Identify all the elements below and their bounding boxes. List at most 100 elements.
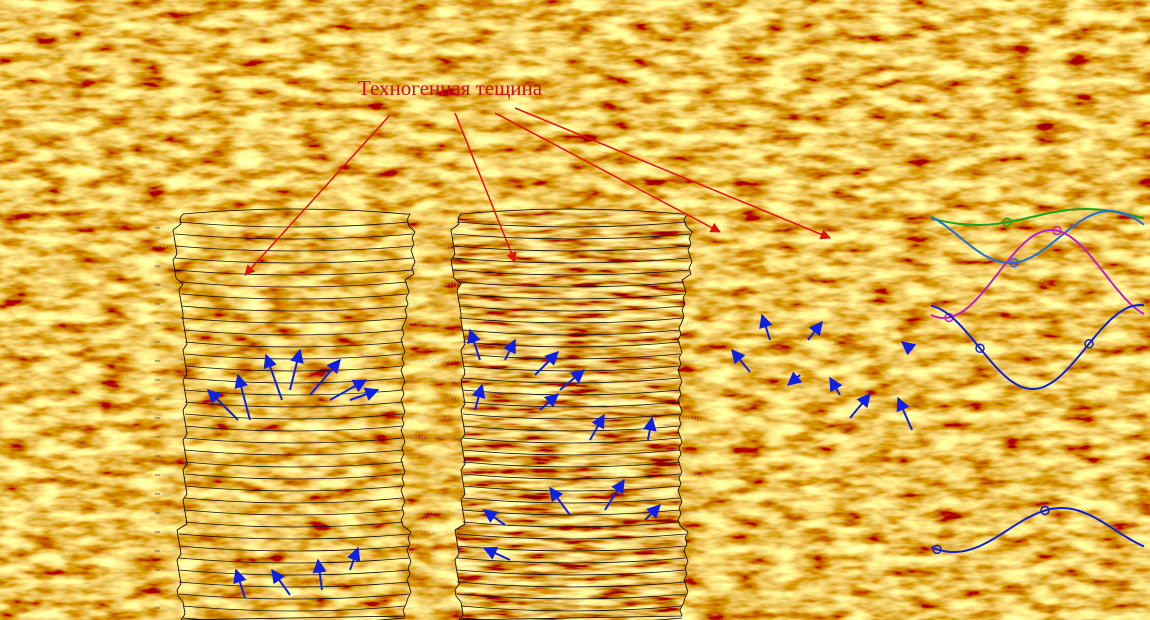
feature-arrow	[263, 353, 283, 401]
axis-right: 74	[695, 188, 707, 199]
curve-name: AC_к	[806, 140, 830, 151]
radii-title: Радиусы	[32, 9, 113, 34]
feature-arrow	[482, 546, 511, 561]
color-scale	[712, 164, 925, 173]
pick-point	[1040, 505, 1050, 516]
title-axis-unit: DEG	[1026, 122, 1048, 133]
ring-line	[178, 221, 410, 228]
scale-min: 72	[6, 152, 18, 163]
ring-line	[180, 293, 408, 300]
ring-line	[462, 353, 681, 360]
annotation: Техногенная тещина	[358, 76, 543, 100]
axis-min: 0	[712, 177, 718, 188]
ring-line	[462, 329, 681, 336]
ring-line	[458, 317, 685, 324]
axis-max: 360	[908, 177, 925, 188]
scale-max: 1300	[411, 164, 434, 175]
feature-arrow	[312, 558, 327, 591]
annotation-arrow	[244, 114, 391, 276]
ring-line	[462, 461, 681, 468]
axis-min: 0	[6, 177, 12, 188]
ring-line	[184, 449, 404, 456]
scale-max: 1300	[903, 152, 926, 163]
feature-arrow	[896, 396, 913, 431]
pick-point	[932, 544, 942, 555]
track-title: Профиль (114°)	[259, 151, 332, 163]
annotation-arrow	[494, 112, 721, 233]
feature-arrow	[539, 393, 560, 411]
ring-line	[178, 593, 410, 600]
ring-line	[174, 257, 414, 264]
ring-line	[456, 581, 687, 588]
sinusoids	[930, 208, 1145, 555]
title-axis-min: 0	[930, 122, 936, 133]
ring-line	[184, 329, 404, 336]
pick-point	[1084, 339, 1094, 349]
scale-min: 500	[437, 164, 454, 175]
ring-line	[184, 437, 404, 444]
ring-line	[452, 245, 691, 252]
curve-name: AC_к	[1025, 140, 1049, 151]
ring-line	[462, 341, 681, 348]
title-axis-max: 360	[1129, 122, 1146, 133]
color-scale	[436, 177, 707, 186]
ring-line	[182, 605, 406, 612]
ring-line	[456, 557, 687, 564]
sinusoid	[930, 228, 1145, 320]
ring-line	[178, 569, 410, 576]
ring-line	[184, 341, 404, 348]
amplitude-image	[709, 208, 929, 620]
arrows	[207, 107, 917, 599]
axis-unit: DEG	[67, 177, 89, 188]
ring-line	[184, 521, 404, 528]
ring-line	[452, 233, 691, 240]
feature-arrow	[347, 546, 361, 571]
pick-point	[1052, 225, 1062, 236]
sinusoid	[930, 507, 1145, 553]
ring-line	[180, 281, 408, 288]
scale-max: 1300	[684, 164, 707, 175]
feature-arrow	[642, 416, 657, 441]
ring-line	[462, 473, 681, 480]
profile-image	[451, 209, 692, 620]
ring-line	[462, 497, 681, 504]
ring-line	[178, 533, 410, 540]
feature-arrow	[829, 376, 843, 396]
feature-arrow	[482, 509, 506, 526]
sinusoid	[930, 303, 1145, 391]
feature-arrow	[234, 373, 251, 421]
ring-line	[184, 497, 404, 504]
profile-image	[173, 209, 415, 620]
ring-line	[460, 605, 683, 612]
feature-arrow	[731, 348, 751, 373]
pick-point	[1009, 258, 1019, 268]
ring-line	[452, 269, 691, 276]
axis-left: 74	[437, 188, 449, 199]
feature-arrow	[534, 351, 559, 376]
scale-min: 500	[712, 152, 729, 163]
axis-left: 74	[157, 188, 169, 199]
curve-name: AC_к	[283, 164, 307, 175]
profile-title: Профиль	[409, 16, 452, 28]
feature-arrow	[207, 389, 239, 421]
cylinders	[172, 208, 693, 620]
ring-line	[174, 233, 414, 240]
ring-line	[174, 269, 414, 276]
ring-line	[462, 521, 681, 528]
feature-arrow	[559, 369, 586, 391]
ring-line	[184, 425, 404, 432]
axis-min: 0	[933, 177, 939, 188]
ring-line	[462, 437, 681, 444]
curve-name: RC_к	[66, 140, 91, 151]
ring-line	[456, 221, 687, 228]
track-title: Структурный анализ	[989, 97, 1085, 108]
feature-arrow	[329, 379, 368, 401]
ring-line	[178, 557, 410, 564]
ring-line	[184, 473, 404, 480]
ring-line	[462, 449, 681, 456]
axis-max: 360	[1125, 177, 1142, 188]
color-scale	[6, 164, 150, 173]
ring-line	[456, 593, 687, 600]
color-scale	[156, 177, 435, 186]
